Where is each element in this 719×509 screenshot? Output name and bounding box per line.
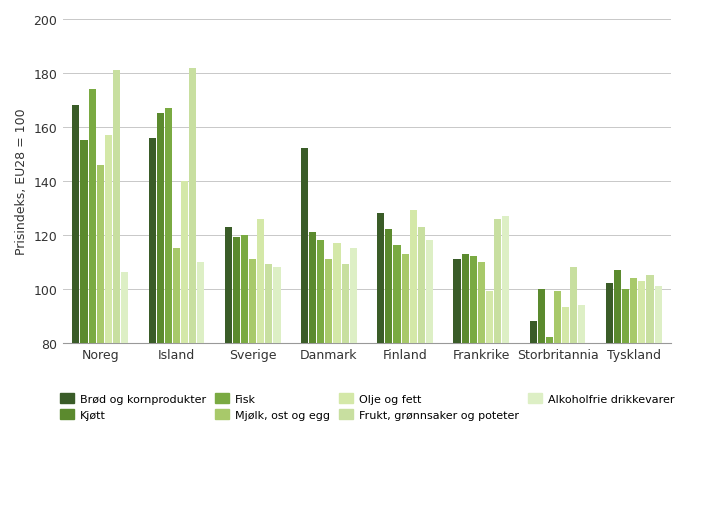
Bar xyxy=(470,257,477,509)
Bar xyxy=(377,214,385,509)
Bar xyxy=(301,149,308,509)
Bar xyxy=(73,106,79,509)
Bar xyxy=(546,337,553,509)
Bar xyxy=(197,262,204,509)
Bar xyxy=(401,254,408,509)
Bar xyxy=(181,181,188,509)
Bar xyxy=(105,136,112,509)
Bar xyxy=(554,292,561,509)
Bar xyxy=(334,243,341,509)
Bar xyxy=(88,90,96,509)
Bar xyxy=(606,284,613,509)
Bar xyxy=(614,270,621,509)
Bar xyxy=(81,141,88,509)
Bar xyxy=(309,233,316,509)
Bar xyxy=(317,241,324,509)
Bar xyxy=(325,260,332,509)
Bar xyxy=(477,262,485,509)
Bar xyxy=(426,241,433,509)
Bar xyxy=(165,109,172,509)
Bar xyxy=(622,289,629,509)
Bar xyxy=(454,260,461,509)
Bar xyxy=(265,265,273,509)
Bar xyxy=(249,260,256,509)
Bar xyxy=(418,227,425,509)
Bar xyxy=(562,308,569,509)
Bar xyxy=(410,211,417,509)
Bar xyxy=(233,238,240,509)
Legend: Brød og kornprodukter, Kjøtt, Fisk, Mjølk, ost og egg, Olje og fett, Frukt, grøn: Brød og kornprodukter, Kjøtt, Fisk, Mjøl… xyxy=(55,389,679,425)
Bar xyxy=(638,281,646,509)
Bar xyxy=(494,219,501,509)
Bar xyxy=(578,305,585,509)
Bar xyxy=(149,138,155,509)
Bar xyxy=(462,254,469,509)
Bar xyxy=(570,268,577,509)
Bar xyxy=(385,230,393,509)
Bar xyxy=(502,216,509,509)
Bar xyxy=(121,273,128,509)
Y-axis label: Prisindeks, EU28 = 100: Prisindeks, EU28 = 100 xyxy=(15,108,28,255)
Bar xyxy=(486,292,493,509)
Bar xyxy=(342,265,349,509)
Bar xyxy=(257,219,265,509)
Bar xyxy=(273,268,280,509)
Bar xyxy=(349,249,357,509)
Bar xyxy=(646,275,654,509)
Bar xyxy=(225,227,232,509)
Bar xyxy=(530,321,537,509)
Bar xyxy=(96,165,104,509)
Bar xyxy=(538,289,545,509)
Bar xyxy=(173,249,180,509)
Bar xyxy=(157,114,164,509)
Bar xyxy=(189,68,196,509)
Bar xyxy=(654,287,661,509)
Bar xyxy=(113,71,120,509)
Bar xyxy=(393,246,400,509)
Bar xyxy=(241,235,248,509)
Bar xyxy=(631,278,637,509)
